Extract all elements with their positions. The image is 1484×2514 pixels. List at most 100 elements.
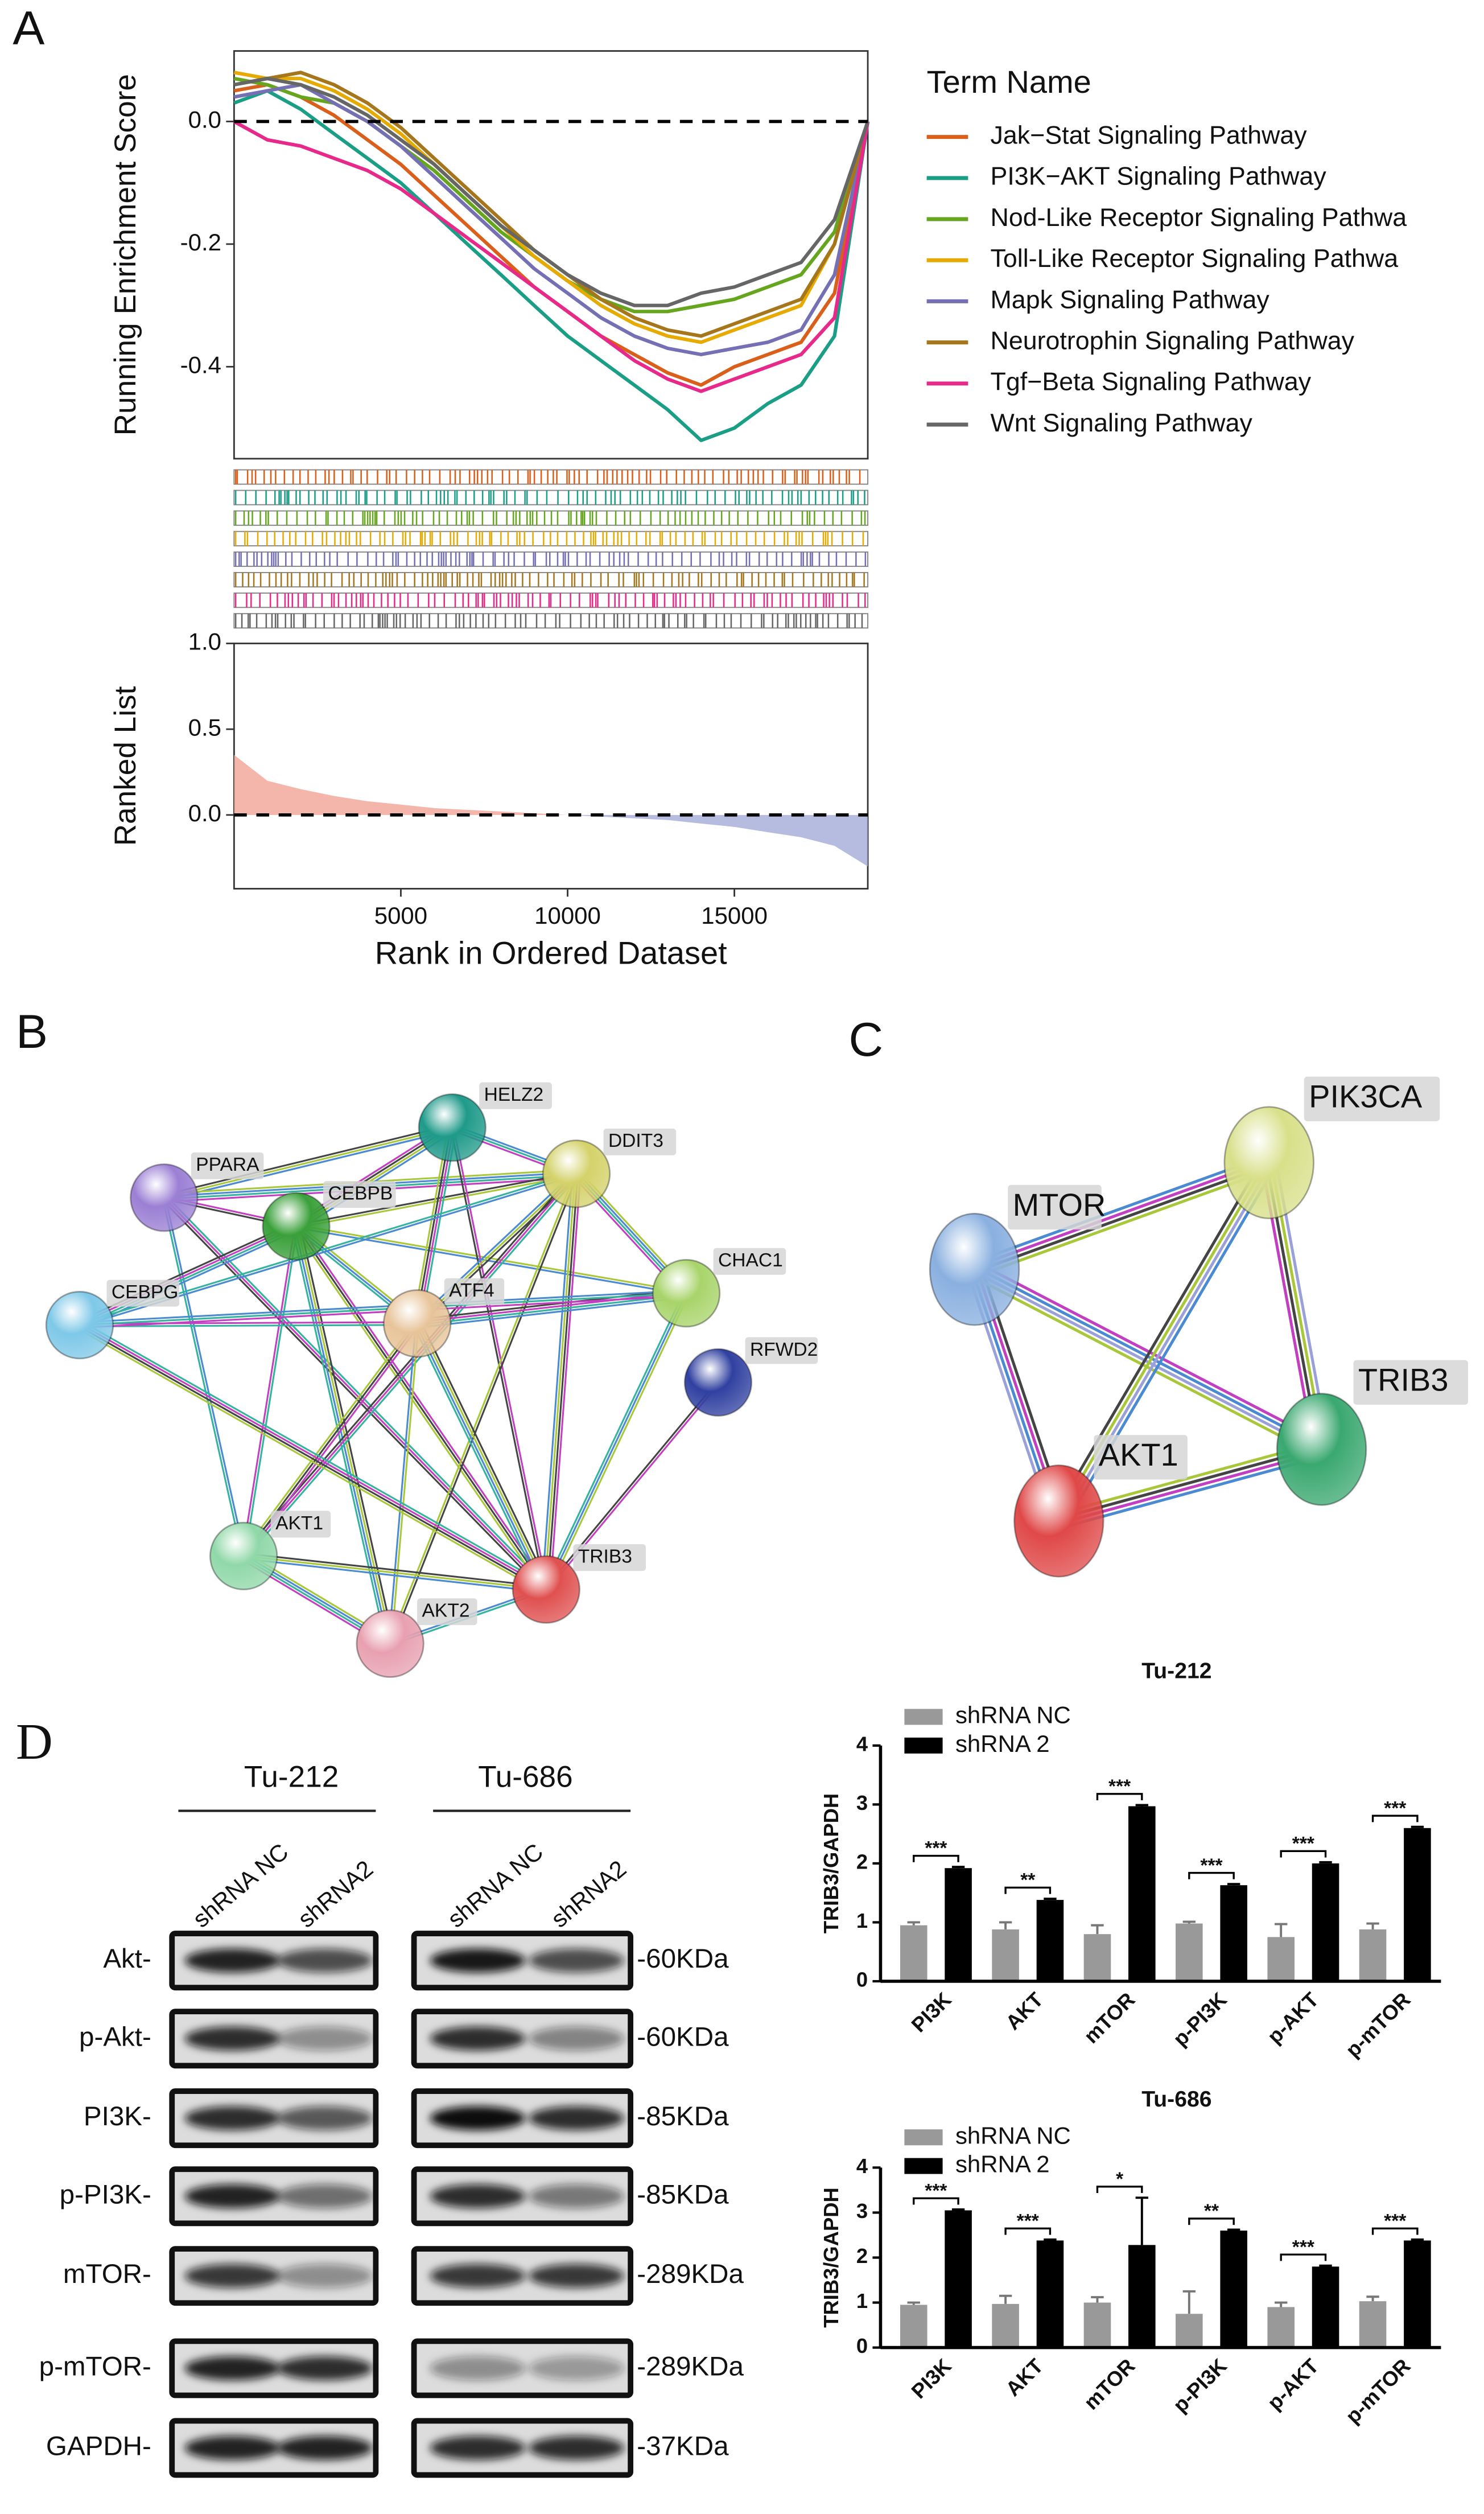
network-edge bbox=[972, 1270, 1321, 1453]
network-edge bbox=[79, 1321, 418, 1325]
protein-label: p-mTOR- bbox=[39, 2352, 151, 2382]
bar bbox=[1176, 1923, 1203, 1981]
hit-ticks bbox=[234, 552, 867, 567]
network-edge bbox=[79, 1289, 686, 1323]
node-label-bg bbox=[573, 1544, 646, 1571]
size-label: -289KDa bbox=[637, 2259, 744, 2289]
network-edge bbox=[450, 1128, 546, 1590]
network-edge bbox=[243, 1558, 546, 1593]
hit-ticks bbox=[234, 593, 866, 608]
hit-ticks bbox=[234, 614, 863, 628]
blot-band bbox=[430, 2356, 526, 2380]
x-tick-label: 10000 bbox=[534, 902, 601, 929]
x-tick-label: 5000 bbox=[374, 902, 427, 929]
node-label: DDIT3 bbox=[608, 1130, 663, 1151]
significance-label: *** bbox=[1200, 1855, 1223, 1876]
error-bar bbox=[1044, 1898, 1057, 1900]
network-edge bbox=[1056, 1161, 1268, 1521]
network-edge bbox=[296, 1174, 577, 1229]
series-line bbox=[233, 76, 869, 307]
y-tick-label: 4 bbox=[856, 1732, 868, 1755]
node-label: ATF4 bbox=[449, 1280, 494, 1301]
significance-bracket bbox=[1371, 1814, 1419, 1822]
significance-bracket bbox=[1280, 1850, 1327, 1858]
panel-label: C bbox=[848, 1013, 883, 1066]
series-line bbox=[233, 120, 870, 393]
y-axis-label: Ranked List bbox=[109, 686, 142, 846]
legend-swatch bbox=[904, 1709, 943, 1725]
network-edge bbox=[545, 1293, 687, 1590]
network-edge bbox=[417, 1288, 686, 1320]
error-bar bbox=[1319, 2264, 1332, 2267]
network-edge bbox=[1051, 1158, 1264, 1519]
network-edge bbox=[414, 1171, 575, 1322]
y-tick-label: -0.2 bbox=[180, 229, 221, 256]
legend-label: Neurotrophin Signaling Pathway bbox=[991, 326, 1355, 355]
y-tick-label: 0.0 bbox=[188, 106, 221, 133]
network-edge bbox=[77, 1327, 545, 1594]
y-tick-label: -0.4 bbox=[180, 351, 221, 378]
blot-band bbox=[184, 2106, 281, 2130]
network-edge bbox=[973, 1159, 1269, 1269]
blot-band bbox=[277, 1948, 373, 1973]
network-edge bbox=[162, 1198, 244, 1557]
network-edge bbox=[164, 1129, 454, 1202]
error-bar bbox=[1135, 2196, 1149, 2245]
y-tick-label: 0 bbox=[856, 1968, 868, 1992]
network-node bbox=[262, 1192, 331, 1261]
node-label-bg bbox=[323, 1181, 396, 1208]
node-label: TRIB3 bbox=[578, 1546, 632, 1567]
legend-label: PI3K−AKT Signaling Pathway bbox=[991, 162, 1327, 191]
bar bbox=[1359, 1929, 1387, 1981]
significance-label: *** bbox=[1017, 2211, 1040, 2232]
panel-label: D bbox=[16, 1714, 53, 1770]
network-edge bbox=[415, 1323, 546, 1591]
legend-label: Tgf−Beta Signaling Pathway bbox=[991, 368, 1312, 396]
network-edge bbox=[549, 1174, 582, 1590]
network-edge bbox=[970, 1274, 1319, 1457]
group-label: Tu-686 bbox=[478, 1760, 572, 1794]
hit-strip bbox=[233, 469, 869, 485]
bar bbox=[1404, 1828, 1431, 1981]
network-edge bbox=[971, 1154, 1267, 1264]
blot-band bbox=[529, 1948, 624, 1973]
legend-swatch bbox=[904, 1737, 943, 1754]
bar bbox=[1267, 2307, 1295, 2348]
error-bar bbox=[1366, 2295, 1379, 2302]
network-edge bbox=[976, 1168, 1272, 1278]
network-edge bbox=[242, 1173, 578, 1557]
protein-label: p-Akt- bbox=[79, 2022, 151, 2052]
protein-label: PI3K- bbox=[84, 2101, 151, 2132]
error-bar bbox=[1227, 1883, 1240, 1886]
size-label: -85KDa bbox=[637, 2101, 729, 2132]
network-edge bbox=[79, 1324, 418, 1328]
significance-bracket bbox=[913, 1854, 959, 1862]
blot-band bbox=[184, 2435, 281, 2460]
significance-bracket bbox=[913, 2197, 959, 2205]
network-edge bbox=[420, 1321, 551, 1589]
node-label-bg bbox=[1094, 1435, 1188, 1480]
network-edge bbox=[163, 1126, 453, 1199]
network-node bbox=[542, 1139, 611, 1208]
blot-band bbox=[184, 2026, 281, 2051]
network-edge bbox=[413, 1324, 543, 1592]
blot-band bbox=[430, 2106, 526, 2130]
network-edge bbox=[975, 1266, 1324, 1449]
y-axis-label: TRIB3/GAPDH bbox=[819, 1793, 843, 1933]
network-edge bbox=[244, 1552, 547, 1588]
size-label: -60KDa bbox=[637, 1944, 729, 1974]
network-node bbox=[383, 1289, 452, 1358]
node-label: CHAC1 bbox=[718, 1250, 783, 1271]
node-label: PIK3CA bbox=[1309, 1079, 1423, 1114]
error-bar bbox=[951, 2208, 965, 2211]
node-label: MTOR bbox=[1013, 1187, 1106, 1223]
error-bar bbox=[999, 2294, 1012, 2304]
panel-label: B bbox=[16, 1005, 48, 1058]
network-edge bbox=[1059, 1450, 1323, 1525]
error-bar bbox=[1319, 1861, 1332, 1863]
hit-ticks bbox=[234, 511, 866, 525]
significance-bracket bbox=[1004, 1886, 1052, 1894]
bar bbox=[1404, 2240, 1431, 2348]
network-edge bbox=[546, 1174, 579, 1590]
